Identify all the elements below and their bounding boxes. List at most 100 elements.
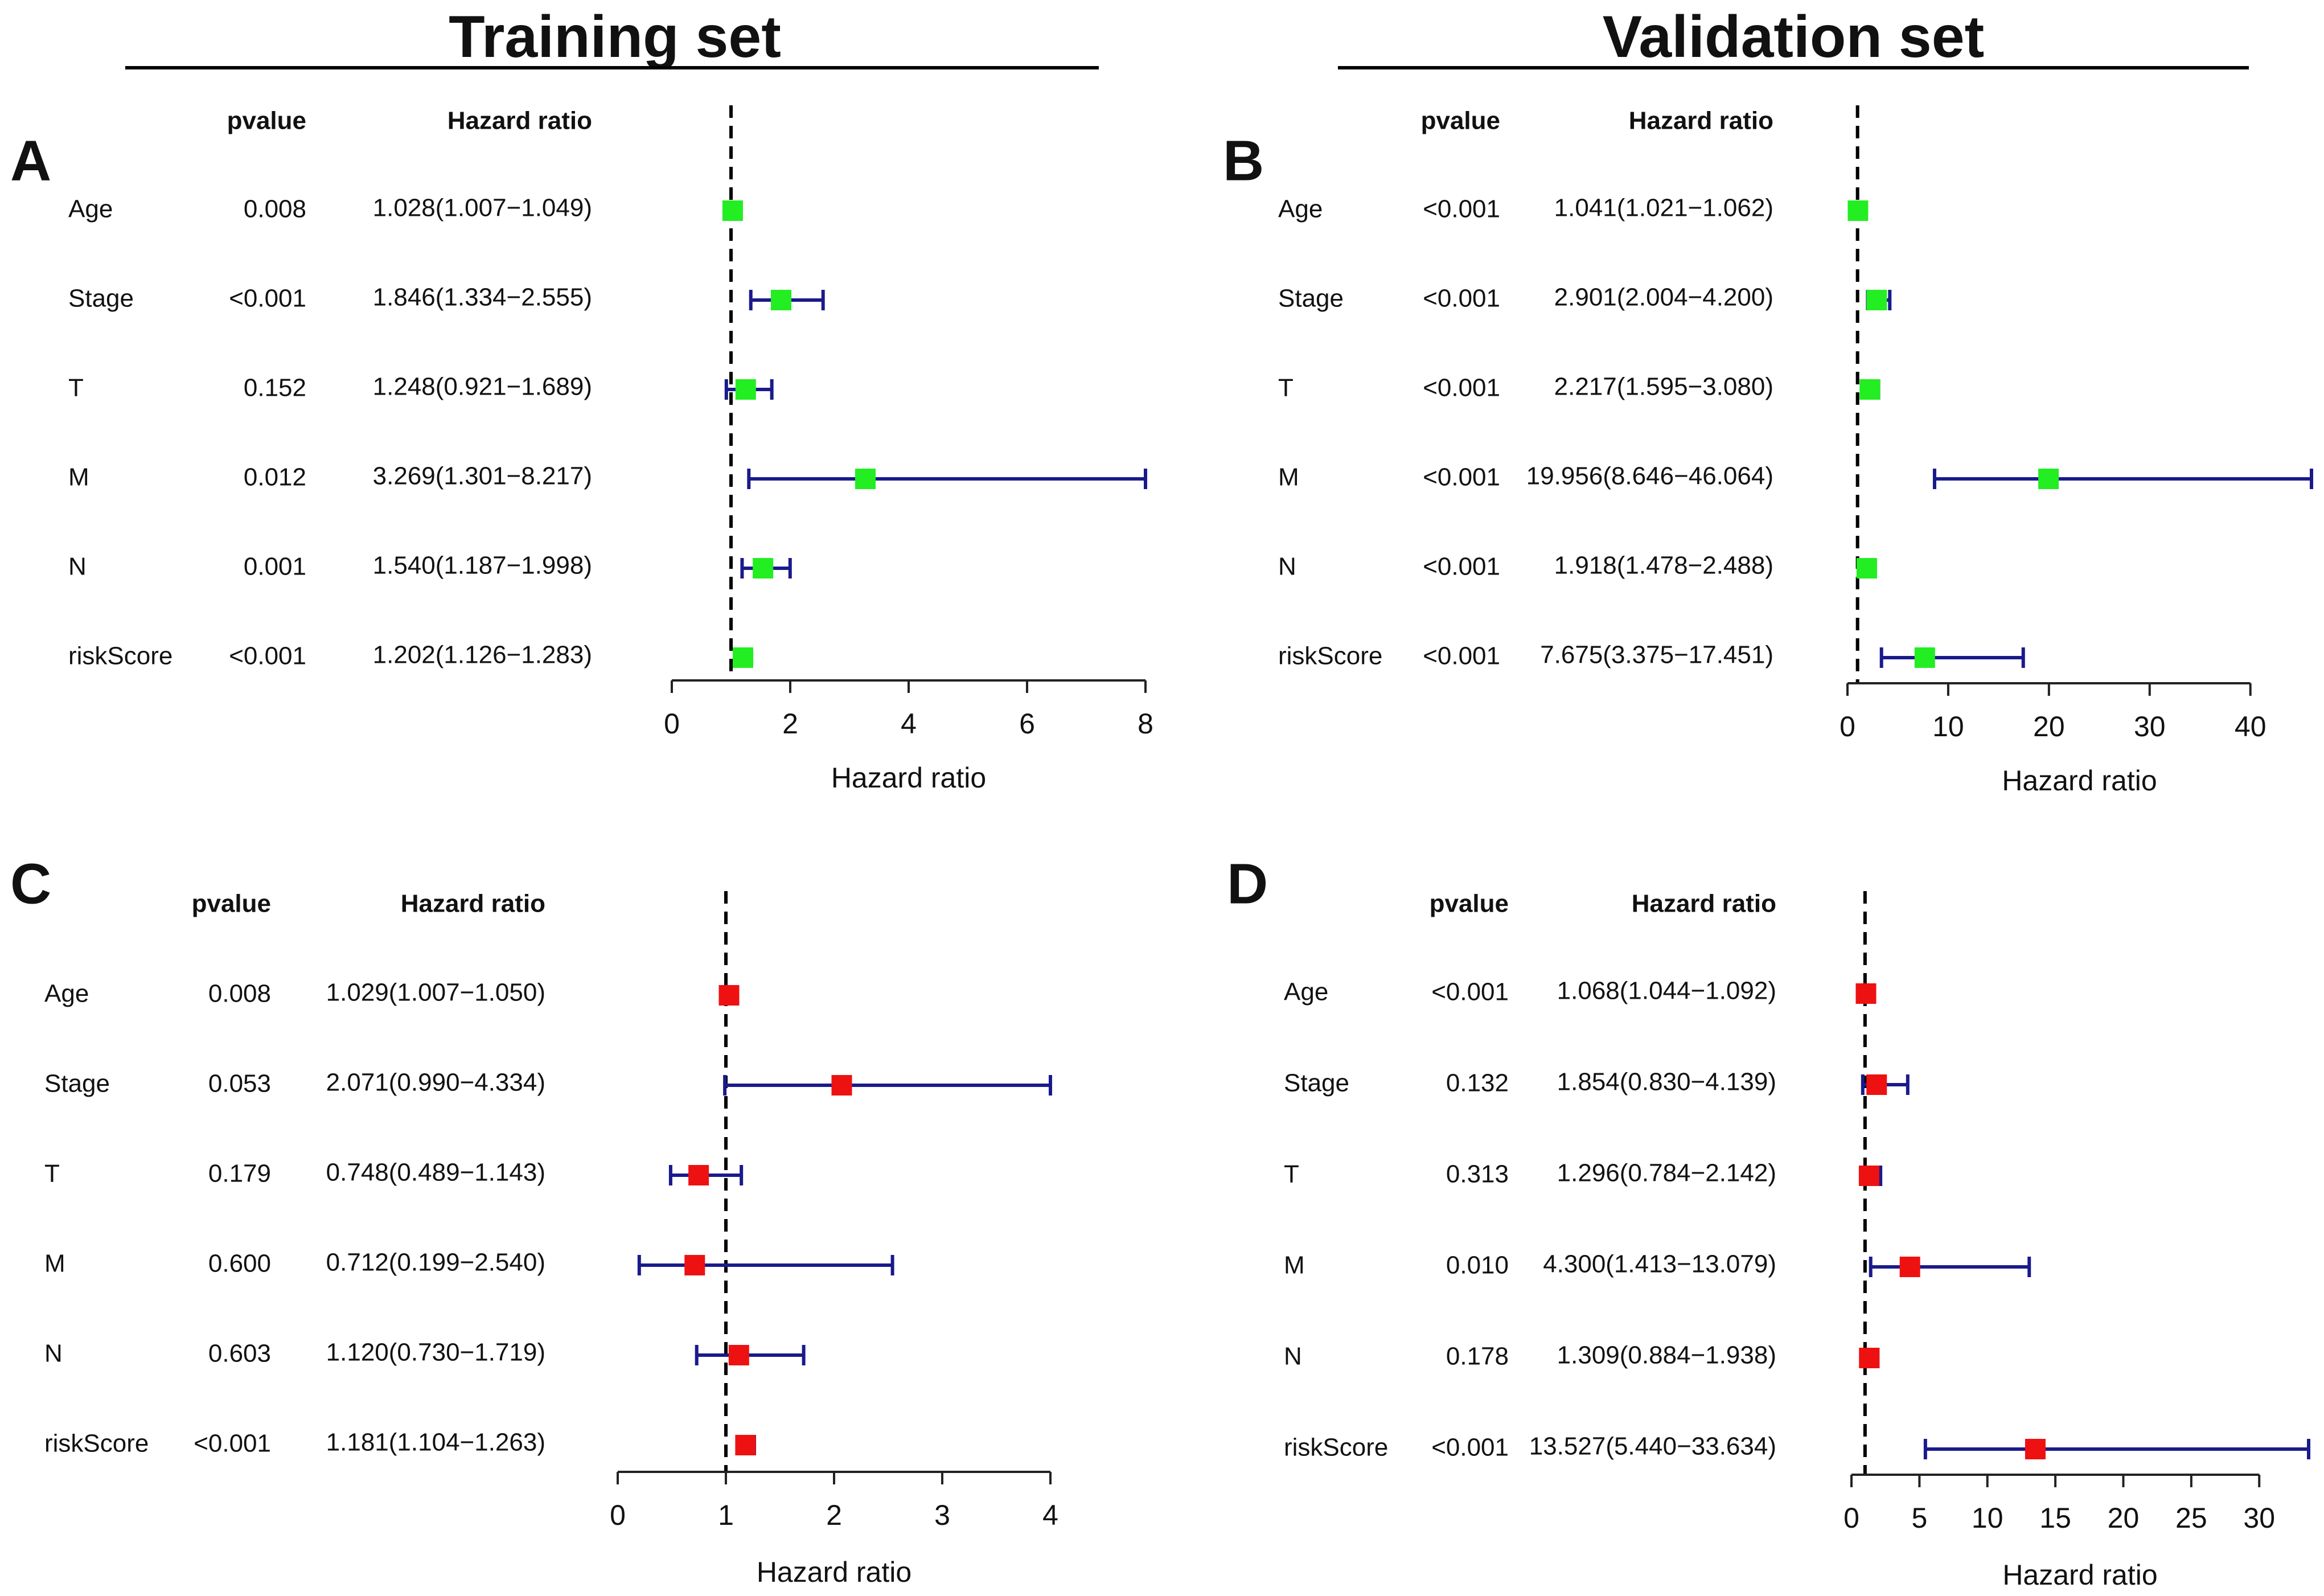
row-label: Stage [44, 1070, 110, 1098]
hr-marker [1859, 1348, 1880, 1368]
row-label: T [68, 374, 84, 402]
row-hazard-ratio: 1.854(0.830−4.139) [1557, 1068, 1776, 1096]
hr-marker [688, 1165, 709, 1185]
row-pvalue: 0.152 [244, 374, 306, 402]
panel-letter: C [10, 852, 51, 916]
row-label: riskScore [1278, 642, 1382, 670]
row-label: Stage [68, 285, 134, 313]
row-label: Stage [1284, 1069, 1349, 1097]
x-tick-label: 2 [782, 708, 798, 740]
row-pvalue: <0.001 [1423, 642, 1500, 670]
pvalue-header: pvalue [227, 107, 306, 135]
row-hazard-ratio: 2.071(0.990−4.334) [326, 1069, 545, 1097]
hazard-ratio-header: Hazard ratio [1632, 890, 1776, 918]
hr-marker [2025, 1439, 2046, 1459]
hr-marker [1856, 558, 1877, 579]
x-axis-title: Hazard ratio [2002, 1559, 2157, 1591]
hr-marker [718, 985, 740, 1006]
row-pvalue: 0.012 [244, 463, 306, 491]
row-hazard-ratio: 1.181(1.104−1.263) [326, 1429, 545, 1456]
row-hazard-ratio: 1.068(1.044−1.092) [1557, 977, 1776, 1005]
row-hazard-ratio: 2.901(2.004−4.200) [1554, 284, 1773, 311]
row-pvalue: <0.001 [229, 642, 306, 670]
x-tick-label: 15 [2039, 1502, 2071, 1534]
row-pvalue: <0.001 [1423, 195, 1500, 223]
row-pvalue: <0.001 [1423, 463, 1500, 491]
row-hazard-ratio: 2.217(1.595−3.080) [1554, 373, 1773, 401]
training-title-rule [125, 66, 1099, 69]
row-pvalue: <0.001 [1423, 374, 1500, 402]
row-hazard-ratio: 1.296(0.784−2.142) [1557, 1159, 1776, 1187]
row-hazard-ratio: 0.748(0.489−1.143) [326, 1159, 545, 1187]
hr-marker [831, 1075, 852, 1096]
x-tick-label: 8 [1138, 708, 1153, 740]
hr-marker [1855, 983, 1877, 1004]
hr-marker [1847, 200, 1869, 221]
row-label: Age [1284, 978, 1328, 1006]
row-hazard-ratio: 1.029(1.007−1.050) [326, 979, 545, 1007]
row-hazard-ratio: 1.309(0.884−1.938) [1557, 1341, 1776, 1369]
x-axis-title: Hazard ratio [2002, 765, 2157, 797]
hr-marker [728, 1345, 749, 1365]
hr-marker [722, 200, 743, 221]
hr-marker [1914, 647, 1935, 668]
hr-marker [855, 469, 876, 489]
hazard-ratio-header: Hazard ratio [401, 890, 545, 918]
row-label: riskScore [1284, 1434, 1388, 1462]
row-label: M [1284, 1252, 1305, 1279]
hr-marker [1866, 290, 1887, 310]
x-tick-label: 0 [610, 1499, 626, 1531]
row-label: M [1278, 463, 1299, 491]
hr-marker [1866, 1074, 1887, 1095]
x-tick-label: 10 [1932, 711, 1964, 742]
row-label: riskScore [44, 1430, 149, 1458]
row-label: riskScore [68, 642, 173, 670]
hazard-ratio-header: Hazard ratio [447, 107, 592, 135]
row-hazard-ratio: 1.248(0.921−1.689) [373, 373, 592, 401]
x-tick-label: 25 [2175, 1502, 2207, 1534]
hazard-ratio-header: Hazard ratio [1629, 107, 1773, 135]
hr-marker [735, 379, 756, 400]
row-label: Age [68, 195, 113, 223]
row-pvalue: 0.132 [1446, 1069, 1509, 1097]
x-tick-label: 20 [2033, 711, 2065, 742]
row-pvalue: 0.178 [1446, 1343, 1509, 1371]
row-label: Age [44, 980, 89, 1008]
row-label: T [1278, 374, 1294, 402]
x-tick-label: 0 [1840, 711, 1855, 742]
hr-marker [684, 1255, 705, 1275]
pvalue-header: pvalue [1421, 107, 1500, 135]
hr-marker [2038, 469, 2059, 489]
x-tick-label: 0 [664, 708, 680, 740]
row-hazard-ratio: 7.675(3.375−17.451) [1540, 641, 1773, 669]
x-tick-label: 6 [1019, 708, 1035, 740]
x-tick-label: 20 [2108, 1502, 2140, 1534]
row-hazard-ratio: 1.540(1.187−1.998) [373, 552, 592, 580]
hr-marker [735, 1435, 756, 1455]
validation-title-rule [1338, 66, 2249, 69]
row-pvalue: <0.001 [229, 285, 306, 313]
x-tick-label: 30 [2243, 1502, 2275, 1534]
row-label: M [68, 463, 89, 491]
hr-marker [1858, 1166, 1879, 1186]
pvalue-header: pvalue [192, 890, 271, 918]
x-axis-title: Hazard ratio [757, 1556, 911, 1588]
row-hazard-ratio: 1.120(0.730−1.719) [326, 1339, 545, 1367]
hr-marker [770, 290, 791, 310]
row-pvalue: <0.001 [1423, 285, 1500, 313]
x-tick-label: 40 [2235, 711, 2266, 742]
row-hazard-ratio: 19.956(8.646−46.064) [1526, 462, 1773, 490]
row-label: Age [1278, 195, 1323, 223]
x-tick-label: 30 [2134, 711, 2166, 742]
x-tick-label: 1 [718, 1499, 734, 1531]
row-label: N [44, 1340, 63, 1368]
row-label: M [44, 1250, 65, 1278]
row-label: Stage [1278, 285, 1344, 313]
x-tick-label: 2 [826, 1499, 842, 1531]
row-pvalue: 0.603 [208, 1340, 271, 1368]
row-hazard-ratio: 4.300(1.413−13.079) [1543, 1250, 1776, 1278]
